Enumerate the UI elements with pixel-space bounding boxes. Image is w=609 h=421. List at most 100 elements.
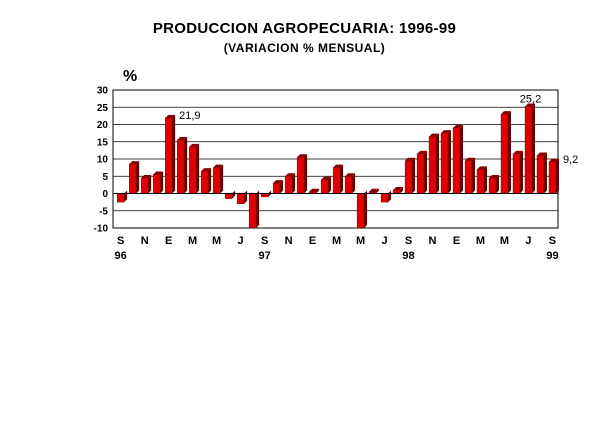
bar-top: [177, 137, 188, 141]
chart-subtitle: (VARIACION % MENSUAL): [223, 41, 386, 55]
bar-side: [196, 143, 200, 194]
bar: [500, 113, 509, 194]
bar-top: [189, 143, 200, 147]
bar-side: [495, 174, 499, 194]
x-tick-label: S: [261, 235, 268, 247]
y-tick-label: 20: [97, 120, 109, 131]
x-tick-label: M: [188, 235, 197, 247]
bar-top: [477, 166, 487, 170]
x-tick-label: M: [500, 235, 509, 247]
bar-side: [388, 190, 392, 203]
bar: [296, 157, 305, 194]
bar: [524, 106, 533, 194]
chart-title: PRODUCCION AGROPECUARIA: 1996-99: [152, 20, 457, 37]
x-tick-label: J: [381, 235, 387, 247]
bar: [188, 146, 197, 194]
bar-side: [160, 171, 164, 194]
bar-top: [405, 157, 416, 161]
bar: [176, 139, 185, 194]
bar-side: [124, 190, 128, 203]
bar: [416, 153, 425, 194]
x-tick-label: S: [117, 235, 124, 247]
x-tick-label: M: [212, 235, 221, 247]
bar-top: [525, 103, 535, 107]
x-year-label: 98: [402, 250, 414, 262]
bar-side: [483, 166, 487, 194]
bar-top: [369, 188, 380, 192]
x-tick-label: E: [453, 235, 460, 247]
data-label: 21,9: [179, 110, 200, 122]
bar-top: [393, 187, 404, 191]
bar-side: [280, 180, 284, 194]
bar: [332, 167, 341, 194]
bar-top: [129, 161, 140, 165]
x-tick-label: S: [405, 235, 412, 247]
bar: [380, 193, 389, 203]
bar-top: [165, 114, 176, 118]
bar-side: [316, 188, 320, 194]
bar-top: [201, 168, 212, 172]
bar-top: [141, 174, 152, 178]
bar-top: [549, 158, 559, 162]
bar: [272, 182, 281, 194]
bar: [464, 160, 473, 194]
bar-side: [352, 173, 356, 194]
bar: [260, 193, 269, 198]
bar-side: [400, 187, 404, 194]
bar: [212, 167, 221, 194]
x-tick-label: M: [332, 235, 341, 247]
bar-side: [328, 176, 332, 194]
bar-top: [273, 180, 284, 184]
bar-side: [543, 152, 547, 194]
bar-top: [333, 164, 344, 168]
bar: [284, 176, 293, 194]
bar: [548, 161, 557, 194]
x-year-label: 99: [546, 250, 558, 262]
y-tick-label: 5: [102, 172, 108, 183]
bar-top: [285, 173, 296, 177]
bar: [488, 177, 497, 194]
bar-top: [537, 152, 547, 156]
bar-top: [489, 174, 499, 178]
bar: [404, 160, 413, 194]
bar-top: [429, 133, 440, 137]
bar-top: [213, 164, 224, 168]
bar-side: [364, 190, 368, 228]
x-tick-label: E: [165, 235, 172, 247]
data-label: 25,2: [520, 94, 541, 106]
bar-top: [501, 111, 511, 115]
bar: [536, 155, 545, 194]
bar-top: [417, 150, 428, 154]
y-tick-label: 30: [97, 86, 109, 97]
bar-top: [441, 130, 452, 134]
y-tick-label: 15: [97, 137, 109, 148]
bar-side: [436, 133, 440, 194]
bar-side: [340, 164, 344, 194]
bar-side: [507, 111, 511, 194]
y-tick-label: 0: [102, 189, 108, 200]
bar-top: [465, 157, 475, 161]
bar: [248, 193, 257, 229]
bar-side: [376, 188, 380, 194]
bar-side: [184, 137, 188, 194]
x-year-label: 96: [115, 250, 127, 262]
bar: [152, 174, 161, 194]
bar: [128, 163, 137, 194]
bar-side: [220, 164, 224, 194]
bar: [224, 193, 233, 199]
bar-side: [292, 173, 296, 194]
bar: [452, 127, 461, 194]
bar-side: [555, 158, 559, 194]
bar-side: [136, 161, 140, 194]
bar-side: [448, 130, 452, 194]
bar-side: [412, 157, 416, 194]
bar: [512, 153, 521, 194]
x-tick-label: M: [356, 235, 365, 247]
bar-top: [297, 154, 308, 158]
y-tick-label: 10: [97, 155, 109, 166]
y-tick-label: -5: [99, 206, 108, 217]
bar-side: [460, 124, 464, 194]
bar-side: [304, 154, 308, 194]
x-year-label: 97: [258, 250, 270, 262]
data-label: 9,2: [563, 154, 578, 166]
